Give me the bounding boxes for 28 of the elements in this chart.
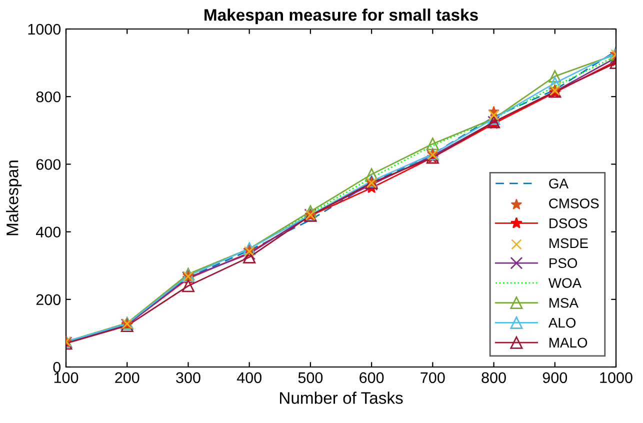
legend-label: PSO bbox=[550, 258, 578, 268]
y-tick-label: 800 bbox=[36, 91, 61, 102]
legend-label: CMSOS bbox=[549, 198, 599, 208]
y-axis-title: Makespan bbox=[6, 160, 22, 236]
x-tick-label: 1000 bbox=[600, 372, 632, 384]
x-tick-label: 700 bbox=[420, 372, 445, 384]
x-tick-label: 400 bbox=[236, 372, 262, 384]
x-axis-title: Number of Tasks bbox=[280, 392, 403, 404]
x-tick-label: 200 bbox=[115, 372, 140, 384]
y-tick-label: 600 bbox=[36, 159, 61, 170]
x-tick-label: 600 bbox=[360, 372, 384, 384]
x-tick-label: 100 bbox=[54, 372, 78, 384]
x-tick-label: 300 bbox=[176, 372, 200, 384]
legend-label: MSA bbox=[550, 298, 578, 308]
x-tick-label: 500 bbox=[298, 372, 323, 384]
x-tick-label: 800 bbox=[482, 372, 506, 384]
y-tick-label: 200 bbox=[36, 294, 61, 306]
legend-label: MALO bbox=[550, 338, 588, 348]
y-tick-label: 1000 bbox=[28, 24, 61, 35]
legend-label: DSOS bbox=[550, 218, 588, 228]
y-tick-label: 400 bbox=[36, 226, 61, 238]
y-tick-label: 0 bbox=[53, 362, 61, 373]
legend-label: WOA bbox=[548, 278, 582, 288]
legend-label: ALO bbox=[548, 318, 576, 328]
legend-label: MSDE bbox=[550, 238, 588, 248]
x-tick-label: 900 bbox=[542, 372, 568, 384]
legend-label: GA bbox=[549, 178, 568, 188]
chart-title: Makespan measure for small tasks bbox=[204, 8, 478, 24]
